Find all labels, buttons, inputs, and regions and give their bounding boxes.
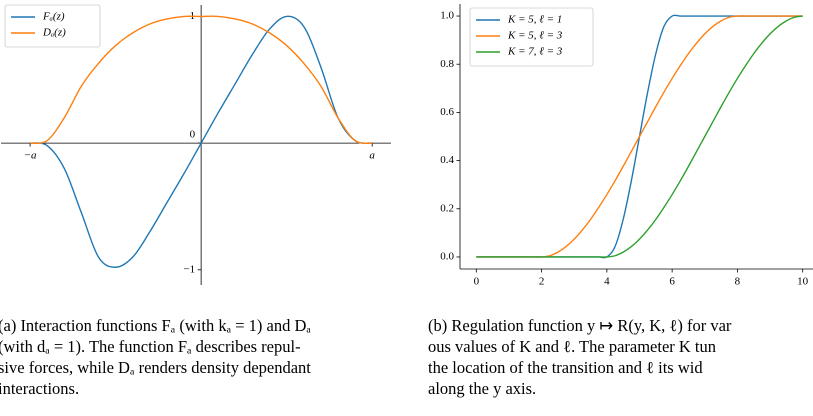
legend-box <box>469 7 594 67</box>
caption-line: (with dₐ = 1). The function Fₐ describes… <box>0 337 301 356</box>
caption-line: interactions. <box>0 379 79 398</box>
y-tick-label: 0.8 <box>440 58 454 70</box>
legend-label: Dₐ(z) <box>42 27 66 39</box>
caption-line: (a) Interaction functions Fₐ (with kₐ = … <box>0 316 311 335</box>
x-tick-label: 0 <box>474 276 480 288</box>
caption-line: the location of the transition and ℓ its… <box>428 358 703 377</box>
caption-line: ous values of K and ℓ. The parameter K t… <box>428 337 716 356</box>
y-tick-label: 0.4 <box>440 154 454 166</box>
y-tick-label: 1.0 <box>440 10 454 22</box>
x-tick-label: 10 <box>797 276 809 288</box>
x-tick-label: 6 <box>669 276 675 288</box>
x-tick-label: 4 <box>604 276 610 288</box>
caption-line: (b) Regulation function y ↦ R(y, K, ℓ) f… <box>428 316 732 335</box>
x-tick-label: 8 <box>735 276 741 288</box>
legend-label: K = 5, ℓ = 3 <box>507 30 563 42</box>
y-tick-label: 0.0 <box>440 250 454 262</box>
chart: 0 2 4 6 8 10 0.0 0.2 0.4 0.6 0.8 1.0 K = 5, ℓ = 1 K =… <box>440 4 813 288</box>
x-tick-label: 2 <box>539 276 545 288</box>
x-tick-label: −a <box>24 150 37 162</box>
y-tick-label: −1 <box>183 263 195 275</box>
line-series <box>29 15 373 268</box>
legend-label: Fₐ(z) <box>42 11 65 23</box>
y-tick-label: 0.6 <box>440 106 454 118</box>
legend-label: K = 5, ℓ = 1 <box>507 14 562 26</box>
caption-line: along the y axis. <box>428 379 536 398</box>
x-tick-label: a <box>369 150 375 162</box>
line-series <box>476 15 803 258</box>
caption-line: sive forces, while Dₐ renders density de… <box>0 358 311 377</box>
y-tick-label: 0.2 <box>440 202 454 214</box>
line-series <box>29 15 373 144</box>
legend-box <box>4 4 101 48</box>
legend-label: K = 7, ℓ = 3 <box>507 46 563 58</box>
y-tick-label: 0 <box>190 129 196 141</box>
